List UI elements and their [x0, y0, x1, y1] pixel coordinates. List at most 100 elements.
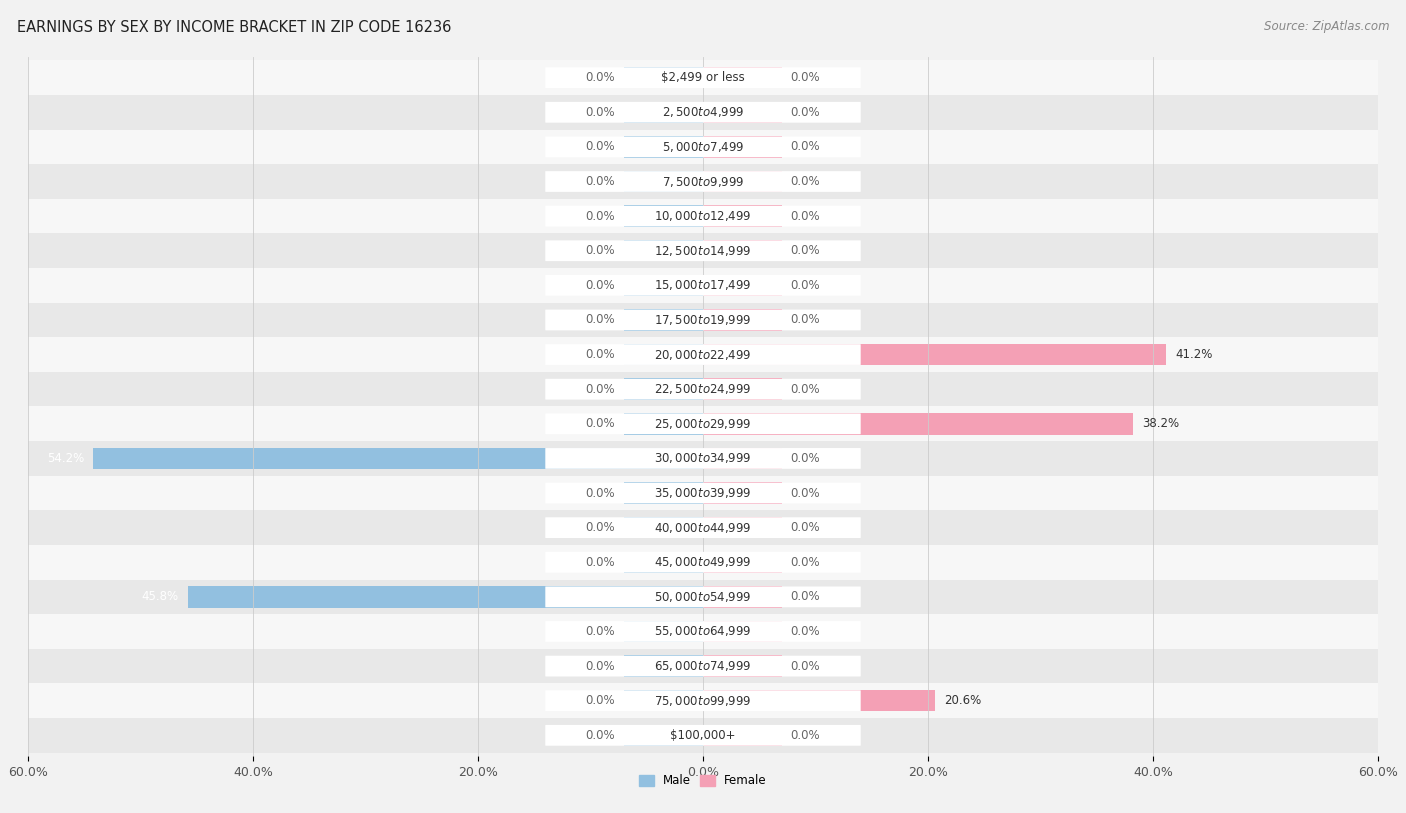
- Text: $30,000 to $34,999: $30,000 to $34,999: [654, 451, 752, 465]
- FancyBboxPatch shape: [546, 690, 860, 711]
- Bar: [93, 448, 703, 469]
- Bar: [28, 441, 1378, 476]
- Text: $5,000 to $7,499: $5,000 to $7,499: [662, 140, 744, 154]
- FancyBboxPatch shape: [546, 586, 860, 607]
- Bar: [624, 275, 703, 296]
- Bar: [624, 621, 703, 642]
- FancyBboxPatch shape: [546, 621, 860, 642]
- Bar: [624, 517, 703, 538]
- Text: 0.0%: 0.0%: [586, 279, 616, 292]
- FancyBboxPatch shape: [546, 344, 860, 365]
- FancyBboxPatch shape: [546, 310, 860, 330]
- Bar: [624, 724, 703, 746]
- Text: $45,000 to $49,999: $45,000 to $49,999: [654, 555, 752, 569]
- Text: 0.0%: 0.0%: [790, 659, 820, 672]
- Text: $20,000 to $22,499: $20,000 to $22,499: [654, 348, 752, 362]
- Bar: [28, 511, 1378, 545]
- Bar: [703, 655, 782, 677]
- Bar: [624, 240, 703, 262]
- Text: $10,000 to $12,499: $10,000 to $12,499: [654, 209, 752, 223]
- Bar: [28, 199, 1378, 233]
- Bar: [28, 372, 1378, 406]
- Bar: [703, 136, 782, 158]
- Text: 0.0%: 0.0%: [790, 452, 820, 465]
- Bar: [28, 406, 1378, 441]
- Bar: [703, 67, 782, 89]
- FancyBboxPatch shape: [546, 137, 860, 157]
- Bar: [28, 233, 1378, 268]
- Text: 0.0%: 0.0%: [586, 175, 616, 188]
- Bar: [703, 413, 1133, 434]
- Bar: [28, 337, 1378, 372]
- Text: $65,000 to $74,999: $65,000 to $74,999: [654, 659, 752, 673]
- Bar: [28, 614, 1378, 649]
- Text: 0.0%: 0.0%: [790, 210, 820, 223]
- Bar: [703, 275, 782, 296]
- Text: 45.8%: 45.8%: [142, 590, 179, 603]
- Text: 54.2%: 54.2%: [48, 452, 84, 465]
- Text: 0.0%: 0.0%: [586, 556, 616, 569]
- FancyBboxPatch shape: [546, 171, 860, 192]
- FancyBboxPatch shape: [546, 725, 860, 746]
- Bar: [703, 551, 782, 573]
- Text: Source: ZipAtlas.com: Source: ZipAtlas.com: [1264, 20, 1389, 33]
- Text: $55,000 to $64,999: $55,000 to $64,999: [654, 624, 752, 638]
- Text: 0.0%: 0.0%: [586, 210, 616, 223]
- Bar: [28, 268, 1378, 302]
- Text: 0.0%: 0.0%: [586, 694, 616, 707]
- Text: 0.0%: 0.0%: [790, 106, 820, 119]
- FancyBboxPatch shape: [546, 379, 860, 399]
- Bar: [624, 482, 703, 504]
- Text: 0.0%: 0.0%: [586, 659, 616, 672]
- Bar: [703, 482, 782, 504]
- Bar: [624, 171, 703, 192]
- FancyBboxPatch shape: [546, 552, 860, 572]
- Text: 0.0%: 0.0%: [586, 625, 616, 638]
- Bar: [703, 240, 782, 262]
- Bar: [703, 517, 782, 538]
- Bar: [624, 206, 703, 227]
- Text: 20.6%: 20.6%: [943, 694, 981, 707]
- Bar: [28, 129, 1378, 164]
- Text: $2,499 or less: $2,499 or less: [661, 72, 745, 85]
- Text: $40,000 to $44,999: $40,000 to $44,999: [654, 520, 752, 535]
- Bar: [28, 476, 1378, 511]
- Text: 0.0%: 0.0%: [586, 106, 616, 119]
- Bar: [703, 171, 782, 192]
- FancyBboxPatch shape: [546, 656, 860, 676]
- Legend: Male, Female: Male, Female: [634, 770, 772, 792]
- Text: $25,000 to $29,999: $25,000 to $29,999: [654, 417, 752, 431]
- Bar: [28, 580, 1378, 614]
- Text: $2,500 to $4,999: $2,500 to $4,999: [662, 106, 744, 120]
- Bar: [703, 206, 782, 227]
- Text: 0.0%: 0.0%: [790, 383, 820, 396]
- Text: $22,500 to $24,999: $22,500 to $24,999: [654, 382, 752, 396]
- Bar: [28, 718, 1378, 753]
- Text: 0.0%: 0.0%: [790, 141, 820, 154]
- Text: $50,000 to $54,999: $50,000 to $54,999: [654, 590, 752, 604]
- Bar: [624, 379, 703, 400]
- Text: 41.2%: 41.2%: [1175, 348, 1213, 361]
- Text: $17,500 to $19,999: $17,500 to $19,999: [654, 313, 752, 327]
- Bar: [703, 448, 782, 469]
- Bar: [703, 309, 782, 331]
- Text: $12,500 to $14,999: $12,500 to $14,999: [654, 244, 752, 258]
- FancyBboxPatch shape: [546, 275, 860, 296]
- Bar: [28, 684, 1378, 718]
- Text: 0.0%: 0.0%: [790, 72, 820, 85]
- Text: 0.0%: 0.0%: [790, 728, 820, 741]
- Text: EARNINGS BY SEX BY INCOME BRACKET IN ZIP CODE 16236: EARNINGS BY SEX BY INCOME BRACKET IN ZIP…: [17, 20, 451, 35]
- Bar: [703, 586, 782, 607]
- Bar: [624, 309, 703, 331]
- Bar: [188, 586, 703, 607]
- Bar: [28, 545, 1378, 580]
- Text: 0.0%: 0.0%: [586, 72, 616, 85]
- Bar: [624, 413, 703, 434]
- Bar: [703, 724, 782, 746]
- Text: 0.0%: 0.0%: [586, 417, 616, 430]
- FancyBboxPatch shape: [546, 206, 860, 227]
- Bar: [624, 690, 703, 711]
- Bar: [624, 136, 703, 158]
- Text: 0.0%: 0.0%: [790, 590, 820, 603]
- Text: 38.2%: 38.2%: [1142, 417, 1178, 430]
